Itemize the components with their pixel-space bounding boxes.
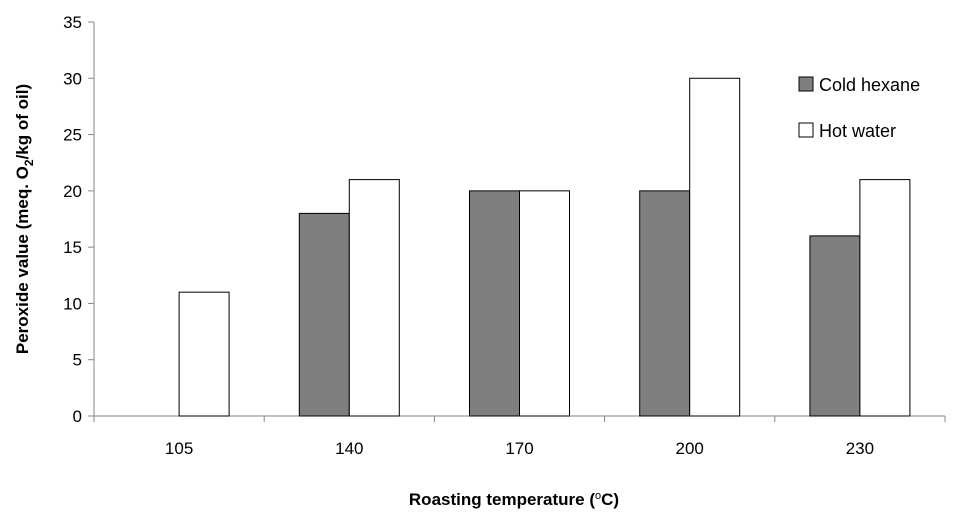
- bar-hot-water-140: [348, 179, 400, 417]
- y-tick-label: 10: [63, 294, 82, 313]
- x-tick-label: 170: [505, 439, 533, 458]
- y-tick-label: 15: [63, 238, 82, 257]
- bar-cold-hexane-170: [469, 190, 520, 417]
- bar-hot-water-230: [859, 179, 911, 417]
- legend-swatch: [798, 76, 814, 92]
- x-tick-label: 105: [165, 439, 193, 458]
- legend-label: Hot water: [819, 121, 896, 141]
- y-tick-label: 0: [73, 407, 82, 426]
- bars: [178, 77, 911, 417]
- y-tick-label: 35: [63, 13, 82, 32]
- bar-cold-hexane-230: [809, 235, 861, 417]
- legend-label: Cold hexane: [819, 75, 920, 95]
- y-axis: 0 5 10 15 20 25 30 35: [63, 13, 95, 426]
- bar-hot-water-170: [519, 190, 570, 417]
- x-tick-label: 140: [335, 439, 363, 458]
- x-tick-label: 200: [676, 439, 704, 458]
- bar-cold-hexane-140: [298, 212, 350, 417]
- bar-cold-hexane-200: [639, 190, 691, 417]
- legend-swatch: [798, 122, 814, 138]
- bar-hot-water-200: [689, 77, 741, 417]
- x-axis: 105 140 170 200 230: [93, 415, 946, 458]
- legend: Cold hexane Hot water: [798, 75, 920, 141]
- y-tick-label: 5: [73, 351, 82, 370]
- x-axis-title: Roasting temperature (oC): [409, 490, 619, 509]
- y-axis-title: Peroxide value (meq. O2/kg of oil): [13, 84, 36, 354]
- x-tick-label: 230: [846, 439, 874, 458]
- y-tick-label: 25: [63, 126, 82, 145]
- bar-hot-water-105: [178, 291, 230, 417]
- y-tick-label: 20: [63, 182, 82, 201]
- y-tick-label: 30: [63, 69, 82, 88]
